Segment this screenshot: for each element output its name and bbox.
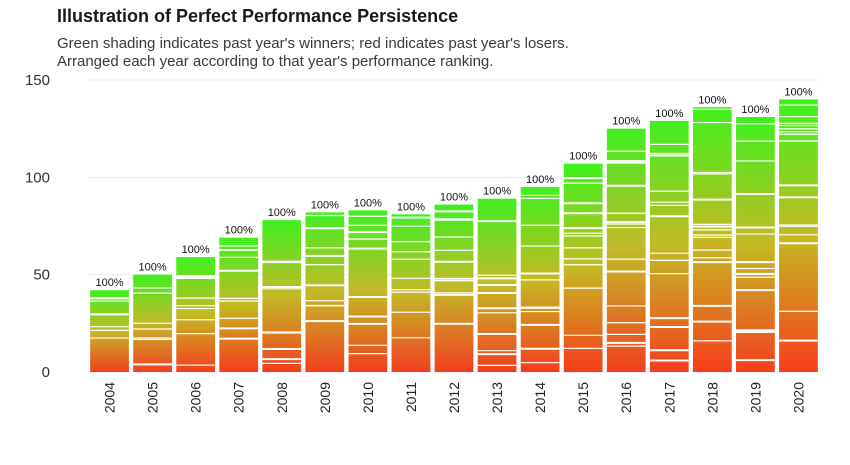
bar (692, 107, 732, 373)
bar-2018 (692, 107, 732, 373)
x-tick-label: 2020 (790, 382, 806, 413)
data-label: 100% (569, 151, 597, 163)
bar (606, 128, 646, 372)
data-label: 100% (698, 94, 726, 106)
x-tick-label: 2009 (317, 382, 333, 413)
bar (736, 116, 775, 372)
x-axis: 2004 2005 2006 2007 2008 2009 2010 2011 2012 2013… (102, 382, 807, 413)
data-label: 100% (139, 262, 167, 274)
data-label: 100% (354, 197, 382, 209)
data-label: 100% (741, 104, 769, 116)
bar-2013 (477, 198, 517, 372)
bar-2015 (563, 163, 603, 372)
x-tick-label: 2012 (446, 382, 462, 413)
x-tick-label: 2018 (704, 382, 720, 413)
x-tick-label: 2011 (403, 382, 419, 412)
x-tick-label: 2013 (489, 382, 505, 413)
y-tick-label: 100 (25, 169, 50, 186)
bar (262, 220, 302, 372)
bar-2006 (176, 257, 216, 372)
bar (219, 237, 259, 372)
bar-2012 (434, 204, 474, 372)
data-label: 100% (483, 186, 511, 198)
bar-2016 (606, 128, 646, 372)
x-tick-label: 2014 (532, 382, 548, 413)
data-label: 100% (440, 192, 468, 204)
bar-2004 (90, 290, 129, 372)
subtitle-line-2: Arranged each year according to that yea… (57, 53, 494, 70)
x-tick-label: 2005 (145, 382, 161, 413)
data-label: 100% (225, 225, 253, 237)
bar-2017 (649, 120, 689, 372)
bar-2019 (736, 116, 775, 372)
bar (391, 214, 431, 372)
bar (649, 120, 689, 372)
x-tick-label: 2006 (188, 382, 204, 413)
bar-2011 (391, 214, 431, 372)
data-label: 100% (95, 277, 123, 289)
subtitle-line-1: Green shading indicates past year's winn… (57, 35, 569, 52)
bar-2010 (348, 210, 388, 372)
bar-2007 (219, 237, 259, 372)
data-label: 100% (397, 201, 425, 213)
bar-2014 (520, 187, 560, 372)
x-tick-label: 2015 (575, 382, 591, 413)
y-tick-label: 150 (25, 72, 50, 89)
bar (176, 257, 216, 372)
bar (434, 204, 474, 372)
data-label: 100% (655, 108, 683, 120)
chart-title: Illustration of Perfect Performance Pers… (57, 6, 459, 26)
data-label: 100% (182, 244, 210, 256)
bar (90, 290, 129, 372)
data-labels: 100% 100% 100% 100% 100% 100% 100% 100% 100% 100%… (95, 86, 812, 289)
y-tick-label: 50 (33, 267, 50, 284)
x-tick-label: 2008 (274, 382, 290, 413)
bar-2009 (305, 212, 345, 372)
x-tick-label: 2004 (102, 382, 118, 413)
bar-2008 (262, 220, 302, 372)
x-tick-label: 2019 (747, 382, 763, 413)
bars (90, 99, 818, 373)
x-tick-label: 2007 (231, 382, 247, 413)
x-tick-label: 2017 (661, 382, 677, 413)
bar-2020 (779, 99, 818, 372)
bar (779, 99, 818, 372)
data-label: 100% (526, 174, 554, 186)
bar (563, 163, 603, 372)
data-label: 100% (784, 86, 812, 98)
bar-2005 (133, 274, 172, 372)
data-label: 100% (311, 199, 339, 211)
y-axis: 0 50 100 150 (25, 72, 50, 381)
y-tick-label: 0 (42, 364, 50, 381)
x-tick-label: 2010 (360, 382, 376, 413)
data-label: 100% (612, 116, 640, 128)
data-label: 100% (268, 207, 296, 219)
chart-subtitle: Green shading indicates past year's winn… (57, 35, 569, 71)
bar (305, 212, 345, 372)
x-tick-label: 2016 (618, 382, 634, 413)
